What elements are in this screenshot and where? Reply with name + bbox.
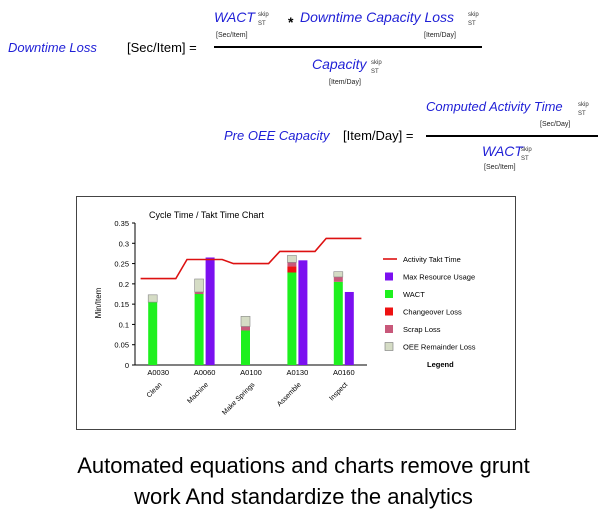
eq1-times-symbol: * bbox=[288, 14, 294, 30]
oee-remainder-segment bbox=[333, 271, 344, 278]
eq2-lhs-label: Pre OEE Capacity bbox=[224, 128, 330, 143]
eq2-den-unit: [Sec/Item] bbox=[484, 164, 516, 171]
eq1-lhs-label: Downtime Loss bbox=[8, 40, 97, 55]
y-tick-label: 0.15 bbox=[114, 300, 129, 309]
eq2-lhs-unit: [Item/Day] = bbox=[343, 128, 414, 143]
eq2-den-sub: ST bbox=[521, 156, 529, 162]
y-tick-label: 0.25 bbox=[114, 260, 129, 269]
eq2-num-computed-activity-time: Computed Activity Time bbox=[426, 99, 563, 114]
eq1-den-capacity: Capacity bbox=[312, 56, 367, 72]
eq1-num-wact-unit: [Sec/Item] bbox=[216, 32, 248, 39]
cycle-time-chart: Cycle Time / Takt Time Chart Min/Item 0 0… bbox=[94, 210, 476, 417]
caption-line-1: Automated equations and charts remove gr… bbox=[77, 453, 530, 478]
eq2-den-sup: skip bbox=[521, 147, 532, 153]
eq2-num-sup: skip bbox=[578, 102, 589, 108]
changeover-loss-segment bbox=[287, 266, 297, 273]
x-category-label: A0160 bbox=[333, 368, 355, 377]
wact-bar-segment bbox=[287, 272, 297, 365]
legend-swatch bbox=[385, 290, 393, 298]
max-resource-bar bbox=[205, 257, 215, 365]
caption-line-2: work And standardize the analytics bbox=[134, 484, 473, 509]
scrap-loss-segment bbox=[194, 291, 204, 294]
eq2-num-unit: [Sec/Day] bbox=[540, 121, 571, 128]
wact-bar-segment bbox=[148, 302, 158, 365]
x-category-label: A0030 bbox=[147, 368, 169, 377]
oee-remainder-segment bbox=[147, 294, 158, 303]
eq1-num-dcl-sub: ST bbox=[468, 21, 476, 27]
eq1-num-wact-sup: skip bbox=[258, 12, 269, 18]
legend-entry-label: Max Resource Usage bbox=[403, 273, 475, 282]
legend-swatch bbox=[385, 272, 393, 281]
eq1-lhs-unit: [Sec/Item] = bbox=[127, 40, 197, 55]
legend-entry-label: Activity Takt Time bbox=[403, 255, 461, 264]
x-category-sublabel: Inspect bbox=[328, 381, 349, 402]
max-resource-bar bbox=[298, 260, 308, 365]
eq1-num-dcl-sup: skip bbox=[468, 12, 479, 18]
x-category-label: A0130 bbox=[287, 368, 309, 377]
y-tick-label: 0.1 bbox=[119, 320, 129, 329]
chart-panel: Cycle Time / Takt Time Chart Min/Item 0 0… bbox=[76, 196, 516, 430]
y-tick-label: 0.35 bbox=[114, 219, 129, 228]
x-category-sublabel: Machine bbox=[186, 381, 210, 405]
eq2-den-wact: WACT bbox=[482, 143, 523, 159]
y-tick-label: 0 bbox=[125, 361, 129, 370]
eq1-num-downtime-capacity-loss: Downtime Capacity Loss bbox=[300, 9, 455, 25]
scrap-loss-segment bbox=[333, 276, 343, 282]
y-tick-label: 0.05 bbox=[114, 341, 129, 350]
x-category-label: A0060 bbox=[194, 368, 216, 377]
wact-bar-segment bbox=[241, 330, 250, 365]
scrap-loss-segment bbox=[241, 326, 250, 331]
y-axis-label: Min/Item bbox=[94, 287, 103, 318]
oee-remainder-segment bbox=[287, 255, 297, 263]
caption: Automated equations and charts remove gr… bbox=[0, 450, 607, 512]
legend-title: Legend bbox=[427, 360, 454, 369]
legend-swatch bbox=[385, 307, 393, 316]
y-tick-label: 0.3 bbox=[119, 239, 129, 248]
legend-swatch bbox=[385, 325, 393, 333]
x-category-label: A0100 bbox=[240, 368, 262, 377]
x-category-sublabel: Assemble bbox=[276, 381, 303, 408]
x-category-sublabel: Clean bbox=[146, 381, 164, 399]
max-resource-bar bbox=[344, 291, 354, 365]
eq1-den-unit: [Item/Day] bbox=[329, 79, 361, 86]
eq1-num-wact: WACT bbox=[214, 9, 255, 25]
eq2-num-sub: ST bbox=[578, 111, 586, 117]
eq1-den-sub: ST bbox=[371, 69, 379, 75]
legend-entry-label: Scrap Loss bbox=[403, 325, 441, 334]
wact-bar-segment bbox=[333, 281, 343, 365]
oee-remainder-segment bbox=[194, 278, 204, 293]
legend-entry-label: WACT bbox=[403, 290, 425, 299]
legend-entry-label: OEE Remainder Loss bbox=[403, 343, 476, 352]
activity-takt-time-line bbox=[140, 237, 362, 280]
eq1-num-dcl-unit: [Item/Day] bbox=[424, 32, 456, 39]
x-category-sublabel: Make Springs bbox=[221, 381, 257, 417]
eq1-num-wact-sub: ST bbox=[258, 21, 266, 27]
oee-remainder-segment bbox=[240, 316, 251, 327]
chart-title: Cycle Time / Takt Time Chart bbox=[149, 210, 264, 220]
eq2-fraction-bar bbox=[426, 135, 598, 137]
scrap-loss-segment bbox=[287, 262, 297, 267]
eq1-fraction-bar bbox=[214, 46, 482, 48]
legend-swatch bbox=[384, 342, 394, 351]
eq1-den-sup: skip bbox=[371, 60, 382, 66]
wact-bar-segment bbox=[194, 294, 204, 365]
y-tick-label: 0.2 bbox=[119, 280, 129, 289]
legend-entry-label: Changeover Loss bbox=[403, 308, 462, 317]
